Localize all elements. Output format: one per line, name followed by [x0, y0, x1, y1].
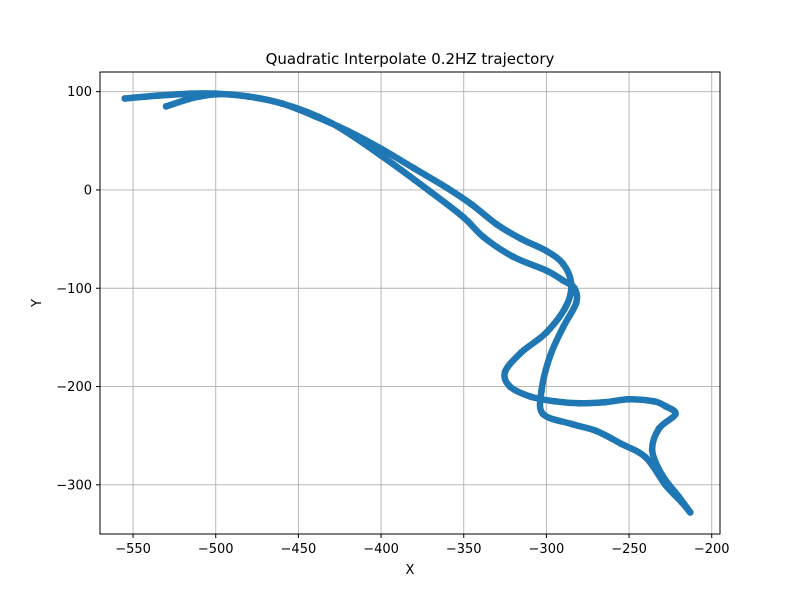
data-point [377, 152, 385, 160]
data-point [518, 348, 525, 356]
x-tick-label: −250 [611, 542, 647, 557]
data-point [600, 398, 608, 406]
x-axis-label: X [406, 563, 415, 578]
data-point [625, 395, 633, 403]
data-point [195, 93, 203, 100]
chart-title: Quadratic Interpolate 0.2HZ trajectory [266, 50, 555, 68]
data-point [546, 353, 554, 361]
data-point [543, 247, 550, 255]
data-point [592, 427, 600, 435]
x-tick-label: −550 [115, 542, 151, 557]
data-point [443, 184, 451, 192]
data-point [562, 302, 570, 310]
data-point [572, 299, 580, 307]
y-tick-label: −300 [56, 478, 92, 493]
data-point [480, 233, 487, 241]
data-point [328, 119, 335, 127]
data-point [567, 420, 575, 428]
data-point [543, 267, 550, 274]
data-point [311, 112, 319, 120]
data-point [662, 481, 669, 489]
data-point [187, 90, 195, 97]
data-point [427, 188, 435, 196]
data-point [212, 90, 220, 97]
data-point [662, 402, 669, 410]
y-tick-label: 100 [67, 85, 92, 100]
data-point [650, 397, 658, 405]
data-point [648, 447, 656, 454]
x-tick-label: −350 [446, 542, 482, 557]
data-point [658, 471, 666, 479]
data-point [571, 284, 578, 292]
y-tick-label: −100 [56, 282, 92, 297]
data-point [672, 410, 679, 418]
y-axis-label: Y [30, 299, 45, 308]
data-point [567, 279, 575, 287]
data-point [468, 201, 476, 209]
data-point [518, 235, 525, 243]
data-point [278, 100, 286, 107]
plot-frame [99, 71, 721, 535]
data-point [526, 393, 534, 400]
data-point [617, 440, 625, 447]
y-tick-label: 0 [84, 183, 92, 198]
data-point [245, 93, 253, 100]
data-point [678, 499, 686, 506]
data-point [410, 164, 418, 172]
series-trajectory [121, 90, 694, 516]
data-point [576, 399, 583, 407]
data-point [493, 221, 501, 228]
data-point [506, 383, 514, 390]
x-tick-label: −500 [198, 542, 234, 557]
data-point [344, 127, 352, 135]
x-tick-label: −400 [363, 542, 399, 557]
data-point [501, 368, 509, 376]
data-point [538, 388, 545, 395]
data-point [551, 397, 559, 405]
x-axis: −550 −500 −450 −400 −350 −300 −250 −200 [115, 534, 730, 557]
data-point [655, 425, 663, 433]
data-point [642, 453, 649, 461]
x-tick-label: −200 [694, 542, 730, 557]
data-point [543, 329, 550, 336]
y-tick-label: −200 [56, 380, 92, 395]
data-point [228, 91, 236, 98]
data-point [121, 95, 129, 102]
data-point [675, 493, 683, 500]
data-point [559, 260, 567, 268]
x-tick-label: −300 [529, 542, 565, 557]
y-axis: 100 0 −100 −200 −300 [56, 85, 100, 493]
x-tick-label: −450 [281, 542, 317, 557]
data-point [509, 253, 517, 261]
grid [100, 72, 720, 534]
data-point [539, 410, 547, 418]
data-point [377, 145, 385, 153]
data-point [460, 214, 468, 221]
data-point [686, 509, 694, 516]
data-point [559, 324, 567, 331]
data-point [162, 103, 170, 110]
data-point [154, 92, 162, 99]
data-point [559, 277, 567, 284]
